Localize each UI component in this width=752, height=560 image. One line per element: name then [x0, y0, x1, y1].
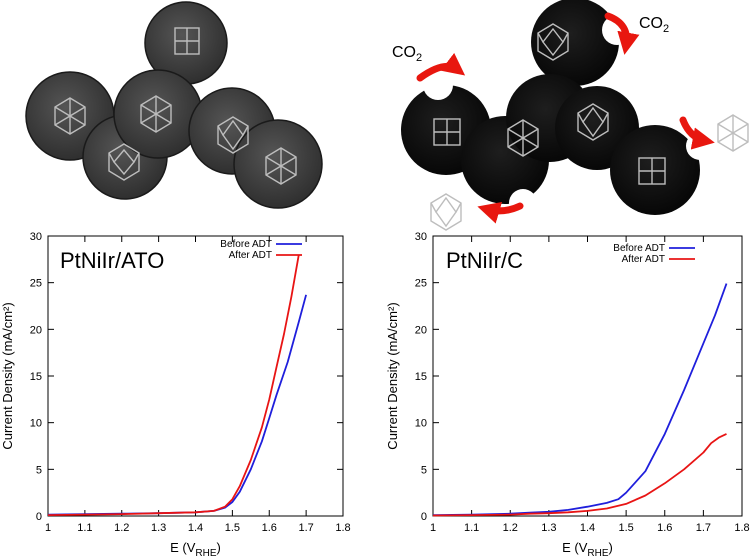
plot-frame	[432, 235, 743, 517]
x-tick-label: 1.6	[657, 522, 672, 534]
y-tick-label: 10	[415, 418, 427, 430]
series-line-before-adt	[432, 283, 728, 516]
plot-frame	[47, 235, 344, 517]
y-tick-label: 15	[30, 371, 42, 383]
x-tick-label: 1.7	[696, 522, 711, 534]
icosahedron-crystal-icon	[507, 119, 539, 157]
x-tick-label: 1.7	[298, 522, 313, 534]
support-particle	[610, 125, 700, 215]
x-tick-label: 1.8	[335, 522, 350, 534]
x-tick-label: 1.4	[188, 522, 203, 534]
y-tick-label: 10	[30, 418, 42, 430]
octahedron-crystal-icon	[217, 116, 249, 154]
detached-octahedron-icon	[430, 193, 462, 231]
x-tick-label: 1.3	[541, 522, 556, 534]
y-tick-label: 30	[30, 231, 42, 243]
y-axis-title: Current Density (mA/cm²)	[0, 302, 15, 449]
x-tick-label: 1	[430, 522, 436, 534]
y-axis-title: Current Density (mA/cm²)	[385, 302, 400, 449]
x-tick-label: 1.8	[734, 522, 749, 534]
x-tick-label: 1.2	[114, 522, 129, 534]
illustration-ato-support	[25, 1, 323, 209]
x-tick-label: 1.5	[225, 522, 240, 534]
detached-icosahedron-icon	[717, 114, 749, 152]
detach-arrow-icon	[679, 116, 715, 150]
x-tick-label: 1.5	[618, 522, 633, 534]
y-tick-label: 15	[415, 371, 427, 383]
x-tick-label: 1.6	[262, 522, 277, 534]
legend-label: After ADT	[229, 250, 272, 261]
legend-label: Before ADT	[613, 243, 665, 254]
corrosion-pit	[423, 70, 453, 100]
icosahedron-crystal-icon	[265, 147, 297, 185]
y-tick-label: 0	[421, 511, 427, 523]
y-tick-label: 0	[36, 511, 42, 523]
legend-label: Before ADT	[220, 239, 272, 250]
corrosion-pit	[509, 189, 537, 217]
x-tick-label: 1	[45, 522, 51, 534]
y-tick-label: 25	[30, 278, 42, 290]
cube-crystal-icon	[174, 27, 200, 55]
cube-crystal-icon	[638, 157, 666, 185]
detach-arrow-icon	[477, 202, 524, 224]
octahedron-crystal-icon	[577, 103, 609, 141]
y-tick-label: 25	[415, 278, 427, 290]
x-tick-label: 1.4	[580, 522, 595, 534]
icosahedron-crystal-icon	[54, 97, 86, 135]
chart-ptniir-c: 1 1.1 1.2 1.3 1.4 1.5 1.6 1.7 1.8 0 5 10 15 20 25 30 E (…	[385, 231, 750, 559]
x-axis-title: E (VRHE)	[562, 540, 613, 559]
x-tick-label: 1.3	[151, 522, 166, 534]
y-tick-label: 5	[36, 464, 42, 476]
octahedron-crystal-icon	[108, 143, 140, 181]
x-axis-title: E (VRHE)	[170, 540, 221, 559]
co2-label: CO2	[639, 15, 669, 35]
panel-title: PtNiIr/ATO	[60, 248, 164, 273]
legend-label: After ADT	[622, 254, 665, 265]
co2-label: CO2	[392, 44, 422, 64]
series-line-after-adt	[432, 433, 727, 517]
panel-title: PtNiIr/C	[446, 248, 523, 273]
support-particle	[531, 0, 619, 86]
co2-arrow-icon	[416, 52, 466, 82]
y-tick-label: 30	[415, 231, 427, 243]
x-tick-label: 1.2	[503, 522, 518, 534]
y-tick-label: 20	[30, 324, 42, 336]
y-tick-label: 20	[415, 324, 427, 336]
x-tick-label: 1.1	[77, 522, 92, 534]
x-tick-label: 1.1	[464, 522, 479, 534]
series-line-after-adt	[47, 254, 300, 516]
chart-ptniir-ato: 1 1.1 1.2 1.3 1.4 1.5 1.6 1.7 1.8 0 5 10 15 20 25 30 E (…	[0, 231, 351, 559]
octahedron-crystal-icon	[537, 23, 569, 61]
illustration-carbon-support: CO2 CO2	[392, 0, 749, 231]
co2-arrow-icon	[604, 12, 640, 55]
cube-crystal-icon	[433, 118, 461, 146]
icosahedron-crystal-icon	[140, 95, 172, 133]
y-tick-label: 5	[421, 464, 427, 476]
support-particle	[113, 69, 203, 159]
